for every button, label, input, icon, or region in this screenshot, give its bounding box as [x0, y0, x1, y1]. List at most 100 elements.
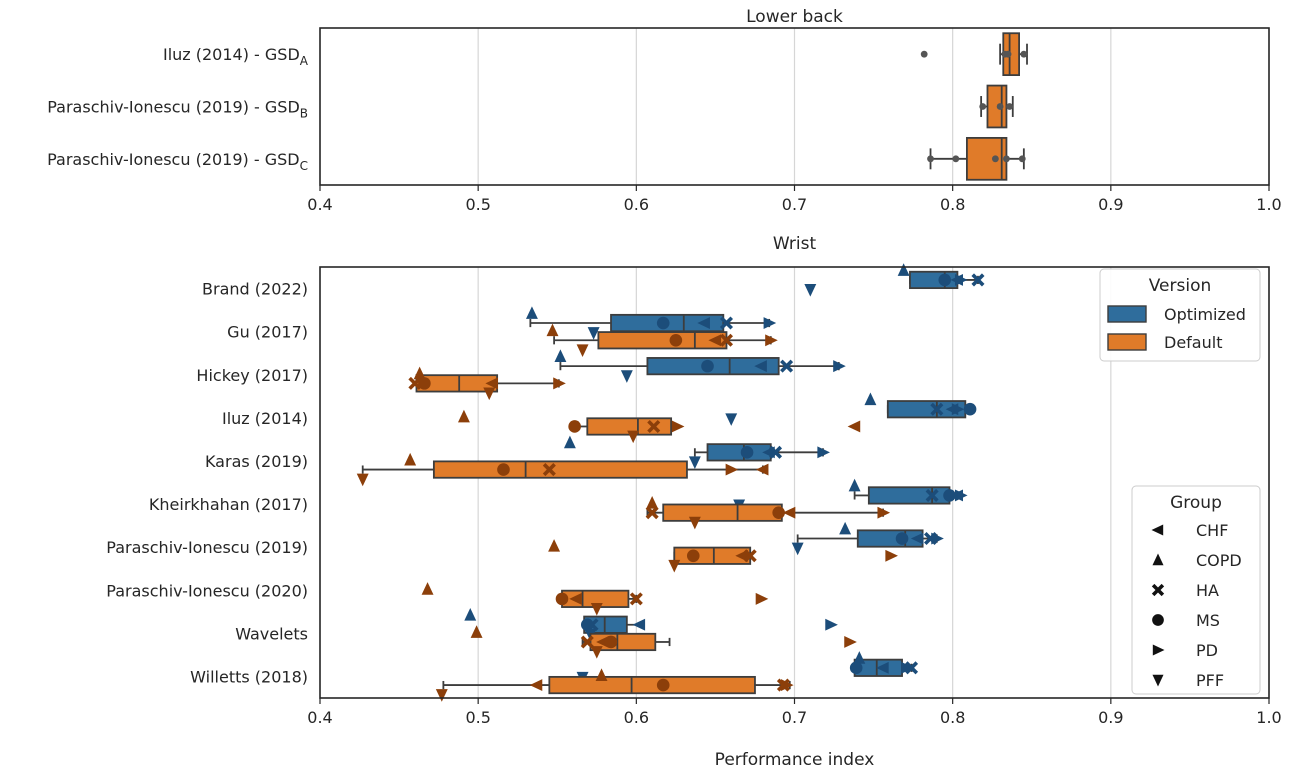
wrist-point-pd	[765, 334, 778, 347]
wrist-point-ha	[629, 592, 643, 606]
wrist-point-ms	[849, 661, 863, 675]
wrist-point-ms	[740, 446, 754, 459]
legend-group-title: Group	[1170, 493, 1222, 513]
legend-marker-ha-stroke-b	[1151, 583, 1165, 597]
wrist-point-ms	[963, 402, 977, 416]
wrist-point-ha	[743, 549, 757, 563]
wrist-point-ms	[701, 359, 714, 373]
lower-back-box	[929, 136, 1025, 181]
legend-marker-chf	[1151, 524, 1164, 536]
wrist-point-copd	[404, 452, 417, 466]
wrist-point-copd	[554, 349, 567, 363]
legend-marker-ms	[1152, 614, 1164, 626]
wrist-category-label: Gu (2017)	[227, 323, 308, 342]
wrist-point-ha-stroke-b	[719, 333, 734, 347]
wrist-point-ha	[645, 506, 659, 520]
wrist-point-ha	[580, 635, 594, 649]
wrist-point-ms	[656, 678, 670, 692]
wrist-tick-label: 1.0	[1256, 708, 1281, 727]
wrist-point-chf	[569, 592, 582, 605]
wrist-point-chf	[910, 532, 924, 545]
wrist-point-ms	[895, 532, 909, 545]
wrist-point-copd	[897, 263, 910, 276]
wrist-point-copd	[864, 392, 877, 406]
legend-swatch-default	[1107, 333, 1147, 351]
wrist-point-ms	[568, 420, 581, 433]
wrist-point-ha-stroke-b	[930, 402, 944, 416]
wrist-point-ms	[938, 273, 952, 287]
wrist-box-optimized	[693, 443, 824, 462]
wrist-tick-label: 0.4	[307, 708, 332, 727]
wrist-point-pd	[755, 592, 769, 605]
wrist-point-copd	[525, 306, 538, 319]
wrist-tick-label: 0.9	[1098, 708, 1123, 727]
wrist-point-ha	[647, 419, 661, 433]
lower-back-box-iqr	[966, 136, 1008, 181]
lower-back-tick-label: 0.7	[782, 195, 807, 214]
wrist-point-pff	[620, 370, 633, 383]
wrist-point-ms	[943, 489, 956, 502]
wrist-point-chf	[632, 618, 646, 631]
wrist-point-pd	[817, 446, 830, 459]
lower-back-point	[1006, 103, 1014, 110]
wrist-category-label: Kheirkhahan (2017)	[149, 495, 308, 514]
wrist-point-pd	[901, 661, 914, 674]
wrist-point-ms	[669, 333, 683, 347]
legend-marker-copd	[1152, 553, 1164, 566]
lower-back-point	[1018, 155, 1026, 163]
wrist-point-pff	[356, 473, 369, 487]
wrist-point-pd	[844, 636, 857, 648]
wrist-point-pff	[791, 542, 804, 556]
wrist-point-pff	[590, 646, 603, 659]
legend-label-ms: MS	[1196, 611, 1220, 630]
wrist-point-ha-stroke-b	[780, 359, 794, 373]
wrist-point-pff	[590, 602, 603, 616]
wrist-box-default	[442, 675, 791, 695]
wrist-point-pff	[668, 559, 681, 573]
wrist-point-ms	[581, 618, 594, 632]
wrist-point-chf	[754, 360, 767, 373]
wrist-point-ha-stroke-b	[971, 273, 985, 287]
wrist-point-pff	[627, 430, 640, 444]
wrist-category-label: Wavelets	[235, 624, 308, 643]
wrist-point-pff	[587, 327, 600, 340]
wrist-point-pff	[688, 516, 701, 530]
wrist-box-optimized	[529, 313, 771, 333]
wrist-point-ha	[780, 359, 794, 373]
legend-marker-ha	[1151, 583, 1165, 597]
wrist-box-default-iqr	[597, 331, 728, 350]
lower-back-tick-label: 0.5	[465, 195, 490, 214]
wrist-point-ms	[604, 635, 618, 649]
wrist-point-copd	[421, 582, 434, 595]
wrist-point-chf	[485, 377, 499, 390]
wrist-point-ha	[719, 333, 734, 347]
wrist-point-ha	[408, 376, 422, 390]
legend-label-pd: PD	[1196, 641, 1218, 660]
wrist-point-pd	[725, 463, 739, 476]
lower-back-point	[996, 103, 1004, 110]
wrist-point-copd	[457, 409, 470, 423]
wrist-point-ms	[555, 592, 569, 606]
wrist-point-ms	[772, 506, 785, 519]
lower-back-panel: 0.4 0.5 0.6 0.7 0.8 0.9 1.0 Lower back Iluz (201…	[47, 7, 1282, 214]
wrist-point-pd	[951, 403, 965, 416]
wrist-point-pff	[576, 344, 589, 357]
wrist-point-ha-stroke-b	[647, 419, 661, 433]
legend-label-optimized: Optimized	[1164, 305, 1246, 324]
wrist-point-ha-stroke-b	[719, 316, 734, 330]
wrist-point-pff	[435, 689, 448, 702]
wrist-point-ha	[971, 273, 985, 287]
wrist-point-ms	[656, 316, 670, 330]
legend-group-frame	[1131, 485, 1261, 695]
lower-back-tick-label: 0.6	[624, 195, 649, 214]
lower-back-point	[1004, 50, 1012, 58]
legend-label-copd: COPD	[1196, 551, 1242, 570]
wrist-x-axis-label: Performance index	[715, 750, 875, 769]
wrist-point-ha	[719, 316, 734, 330]
wrist-category-label: Brand (2022)	[202, 280, 308, 299]
wrist-point-ha-stroke-b	[768, 445, 783, 459]
legend-label-default: Default	[1164, 333, 1222, 352]
wrist-point-copd	[563, 435, 576, 449]
wrist-box-optimized-iqr	[706, 443, 772, 462]
